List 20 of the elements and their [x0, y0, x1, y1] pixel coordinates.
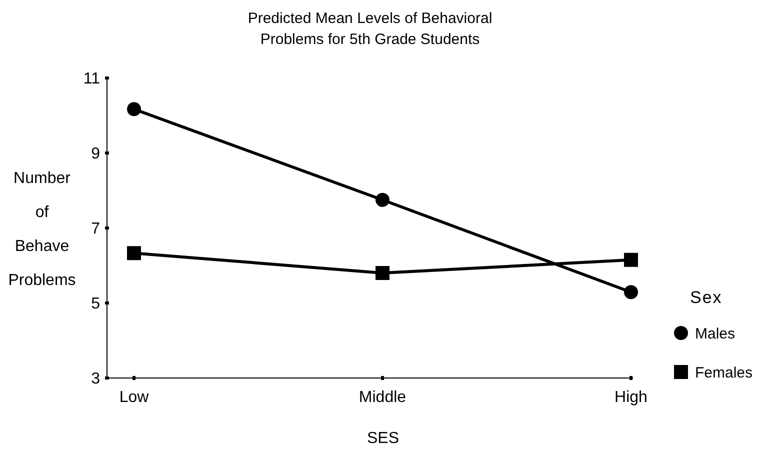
chart-title: Predicted Mean Levels of Behavioral Problems for 5th Grade Students	[248, 10, 492, 48]
legend-label: Females	[695, 364, 753, 382]
y-axis-title: Number of Behave Problems	[8, 170, 76, 289]
point	[624, 285, 638, 300]
y-tick-label: 3	[91, 370, 100, 388]
legend-title: Sex	[690, 288, 722, 307]
x-axis-title: SES	[366, 430, 400, 447]
y-tick-label: 9	[91, 146, 100, 163]
point	[127, 246, 141, 260]
legend-label: Males	[695, 325, 736, 342]
y-tick-label: 7	[91, 220, 100, 238]
point	[624, 252, 638, 267]
point	[376, 266, 390, 280]
x-tick-label: Low	[119, 389, 150, 406]
y-tick-label: 5	[91, 296, 100, 313]
point	[127, 102, 141, 116]
point	[376, 192, 390, 207]
x-tick-label: High	[614, 389, 648, 406]
x-tick-label: Middle	[358, 389, 406, 406]
y-tick-label: 11	[83, 70, 100, 88]
